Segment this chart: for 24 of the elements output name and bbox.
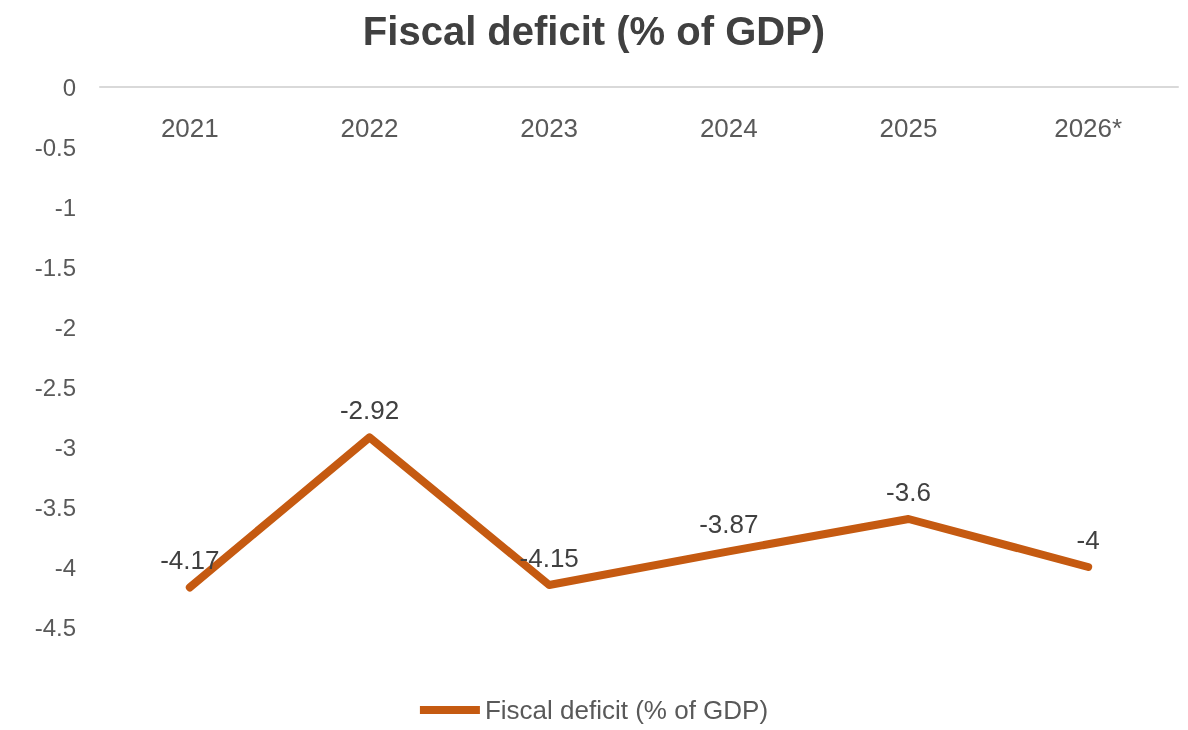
y-tick-label: -2 xyxy=(54,313,76,341)
data-label: -4.15 xyxy=(519,543,579,573)
y-tick-label: -0.5 xyxy=(34,133,76,161)
data-label: -2.92 xyxy=(339,395,400,426)
x-tick-label: 2022 xyxy=(340,113,399,143)
x-tick-label: 2021 xyxy=(160,113,219,143)
legend-label: Fiscal deficit (% of GDP) xyxy=(484,695,769,725)
data-label: -4 xyxy=(1076,525,1100,555)
y-tick-label: -4 xyxy=(54,553,76,581)
data-label: -4.17 xyxy=(160,545,220,576)
x-tick-label: 2024 xyxy=(699,113,758,143)
y-tick-label: 0 xyxy=(62,73,76,101)
y-tick-label: -3 xyxy=(54,433,76,461)
y-tick-label: -3.5 xyxy=(34,493,76,521)
data-label: -3.6 xyxy=(886,477,931,507)
y-tick-label: -2.5 xyxy=(34,373,76,401)
y-tick-label: -1.5 xyxy=(34,253,76,281)
y-tick-label: -1 xyxy=(54,193,76,221)
y-tick-label: -4.5 xyxy=(34,613,76,641)
x-tick-label: 2026* xyxy=(1054,113,1123,143)
x-tick-label: 2025 xyxy=(879,113,938,143)
chart-title: Fiscal deficit (% of GDP) xyxy=(362,9,826,53)
x-tick-label: 2023 xyxy=(520,113,579,143)
data-label: -3.87 xyxy=(699,509,759,540)
